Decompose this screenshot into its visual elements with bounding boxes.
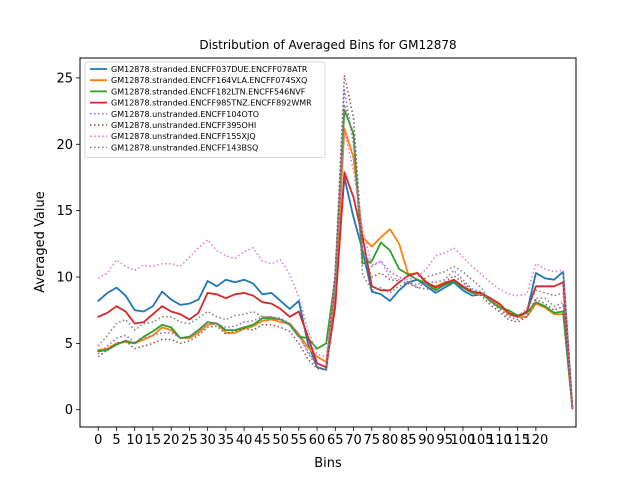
x-tick-label: 5 (112, 433, 120, 448)
x-tick-label: 60 (309, 433, 326, 448)
x-tick-label: 50 (272, 433, 289, 448)
y-tick-label: 25 (56, 71, 73, 86)
y-tick-label: 0 (65, 403, 73, 418)
legend-label: GM12878.stranded.ENCFF164VLA.ENCFF074SXQ (111, 76, 307, 85)
x-tick-label: 105 (469, 433, 494, 448)
plot-frame (79, 57, 577, 428)
series-line-5 (97, 89, 574, 409)
y-axis: 0 5 10 15 20 25 (56, 71, 80, 418)
x-tick-label: 65 (327, 433, 344, 448)
x-tick-label: 85 (400, 433, 417, 448)
x-tick-label: 55 (291, 433, 308, 448)
x-axis: 0 5 10 15 20 25 30 35 40 45 50 55 60 65 70 75 80 85 90 9510… (94, 427, 548, 448)
legend-label: GM12878.unstranded.ENCFF143BSQ (111, 143, 258, 152)
x-tick-label: 40 (236, 433, 253, 448)
y-tick-label: 20 (56, 138, 73, 153)
legend-box (84, 61, 326, 158)
x-tick-label: 0 (94, 433, 102, 448)
legend-label: GM12878.stranded.ENCFF182LTN.ENCFF546NVF (111, 87, 306, 96)
legend-label: GM12878.unstranded.ENCFF104OTO (111, 110, 259, 119)
x-tick-label: 35 (218, 433, 235, 448)
x-tick-label: 45 (254, 433, 271, 448)
series-layer (97, 74, 574, 410)
chart-title: Distribution of Averaged Bins for GM1287… (199, 38, 456, 52)
legend-label: GM12878.stranded.ENCFF037DUE.ENCFF078ATR (111, 65, 308, 74)
series-line-6 (97, 74, 574, 409)
y-axis-label: Averaged Value (33, 191, 48, 292)
legend: GM12878.stranded.ENCFF037DUE.ENCFF078ATR… (84, 61, 326, 158)
x-tick-label: 70 (345, 433, 362, 448)
y-tick-label: 10 (56, 271, 73, 286)
legend-label: GM12878.unstranded.ENCFF155XJQ (111, 132, 256, 141)
x-tick-label: 20 (163, 433, 180, 448)
x-tick-label: 15 (145, 433, 162, 448)
x-tick-label: 100 (451, 433, 476, 448)
legend-label: GM12878.unstranded.ENCFF395OHI (111, 121, 256, 130)
x-tick-label: 25 (181, 433, 198, 448)
x-tick-label: 90 (418, 433, 435, 448)
legend-label: GM12878.stranded.ENCFF985TNZ.ENCFF892WMR (111, 99, 312, 108)
x-tick-label: 75 (363, 433, 380, 448)
series-line-7 (97, 130, 574, 409)
x-tick-label: 120 (523, 433, 548, 448)
x-tick-label: 80 (382, 433, 399, 448)
y-tick-label: 15 (56, 204, 73, 219)
x-tick-label: 10 (126, 433, 143, 448)
series-line-4 (97, 171, 574, 410)
x-tick-label: 30 (199, 433, 216, 448)
y-tick-label: 5 (65, 337, 73, 352)
series-line-8 (97, 103, 574, 409)
x-tick-label: 95 (436, 433, 453, 448)
x-tick-label: 115 (505, 433, 530, 448)
x-axis-label: Bins (314, 456, 342, 471)
x-tick-label: 110 (487, 433, 512, 448)
